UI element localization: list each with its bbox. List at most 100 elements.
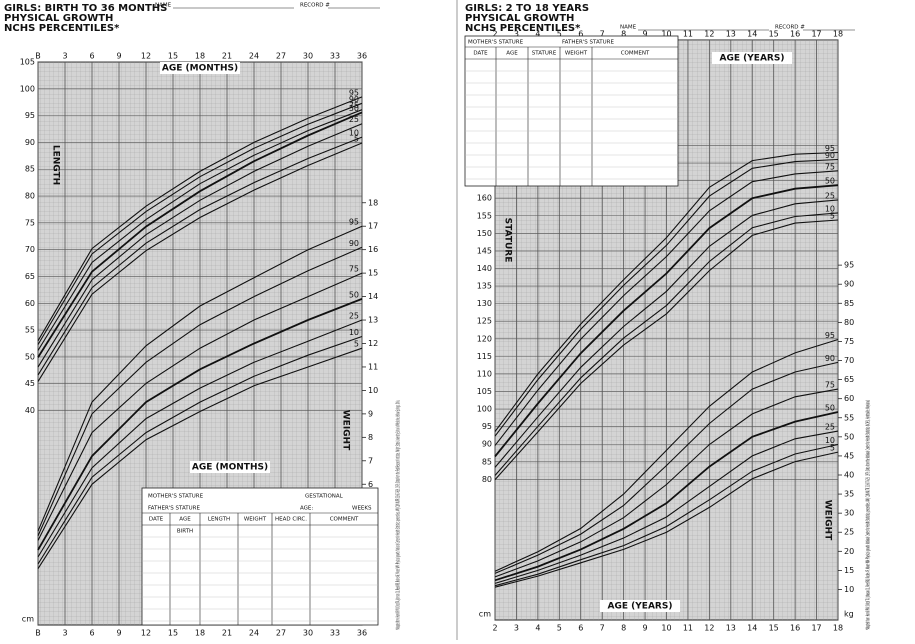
y-tick-label: 90 <box>482 440 492 449</box>
x-tick-label: 3 <box>62 629 67 638</box>
x-tick-label: 3 <box>62 52 67 61</box>
record-label: RECORD # <box>300 3 330 9</box>
curve-label: 25 <box>825 423 835 432</box>
y2-tick-label: 17 <box>368 222 378 231</box>
x-tick-label: 2 <box>492 30 497 39</box>
x-tick-label: 14 <box>747 624 757 633</box>
x-tick-label: 5 <box>557 30 562 39</box>
y-tick-label: 65 <box>25 272 35 281</box>
curve-label: 95 <box>825 144 835 153</box>
y2-tick-label: 11 <box>368 362 378 371</box>
x-tick-label: 27 <box>276 629 286 638</box>
x-tick-label: 17 <box>811 624 821 633</box>
x-tick-label: 10 <box>661 30 671 39</box>
percentile-curve <box>37 136 363 376</box>
form-field: GESTATIONAL <box>305 494 344 500</box>
y-tick-label: 105 <box>20 58 35 67</box>
y-tick-label: 105 <box>477 387 492 396</box>
y-tick-label: 115 <box>477 352 492 361</box>
percentile-curve <box>37 225 363 532</box>
percentile-curve <box>494 361 839 574</box>
y-tick-label: 100 <box>477 405 492 414</box>
percentile-curve <box>37 109 363 351</box>
form-field: AGE: <box>300 506 313 512</box>
y-unit: cm <box>479 610 491 619</box>
x-tick-label: 13 <box>726 624 736 633</box>
x-tick-label: 12 <box>141 52 151 61</box>
y-tick-label: 75 <box>25 218 35 227</box>
y-tick-label: 100 <box>20 84 35 93</box>
form-column-header: WEIGHT <box>565 51 588 57</box>
y-tick-label: 120 <box>477 334 492 343</box>
form-field: FATHER'S STATURE <box>562 40 615 46</box>
percentile-curve <box>494 170 839 446</box>
x-tick-label: 9 <box>643 30 648 39</box>
y2-tick-label: 9 <box>368 409 373 418</box>
curve-label: 75 <box>825 162 835 171</box>
x-axis-label: AGE (MONTHS) <box>192 463 268 473</box>
y-tick-label: 85 <box>482 457 492 466</box>
curve-label: 95 <box>825 331 835 340</box>
x-tick-label: 24 <box>249 52 259 61</box>
form-column-header: HEAD CIRC. <box>275 517 307 523</box>
form-column-header: LENGTH <box>208 517 230 523</box>
form-box <box>464 35 679 187</box>
y2-tick-label: 13 <box>368 316 378 325</box>
form-first-row: BIRTH <box>177 529 193 535</box>
x-tick-label: 18 <box>195 629 205 638</box>
chart-title: NCHS PERCENTILES* <box>4 23 120 34</box>
percentile-curve <box>494 451 839 588</box>
y2-tick-label: 14 <box>368 292 378 301</box>
y-tick-label: 160 <box>477 194 492 203</box>
x-tick-label: 33 <box>330 629 340 638</box>
curve-label: 10 <box>825 204 835 213</box>
curve-label: 5 <box>830 444 835 453</box>
y-axis-label: LENGTH <box>51 145 61 185</box>
form-column-header: COMMENT <box>330 517 359 523</box>
y-tick-label: 45 <box>25 379 35 388</box>
curve-label: 10 <box>349 328 359 337</box>
footnote: *Adapted from: Hamill PVV, Drizd TA, Joh… <box>396 400 402 630</box>
axis-label-bg <box>600 600 680 612</box>
x-tick-label: 13 <box>726 30 736 39</box>
y2-tick-label: 16 <box>368 245 378 254</box>
x-axis-label: AGE (YEARS) <box>608 602 673 612</box>
percentile-curve <box>37 96 363 342</box>
percentile-curve <box>494 430 839 584</box>
record-label: RECORD # <box>775 25 805 31</box>
x-tick-label: 15 <box>769 624 779 633</box>
x-axis-label: AGE (YEARS) <box>720 54 785 64</box>
percentile-curve <box>494 199 839 468</box>
y2-tick-label: 75 <box>844 337 854 346</box>
x-tick-label: 12 <box>141 629 151 638</box>
y-tick-label: 130 <box>477 299 492 308</box>
percentile-curve <box>494 338 839 572</box>
curve-label: 90 <box>349 239 359 248</box>
x-tick-label: 7 <box>600 30 605 39</box>
axis-label-bg <box>160 62 240 74</box>
percentile-curve <box>37 298 363 551</box>
y2-axis-label: WEIGHT <box>823 500 833 541</box>
form-column-header: DATE <box>149 517 164 523</box>
axis-label-bg <box>190 461 270 473</box>
curve-label: 90 <box>349 95 359 104</box>
y2-unit: kg <box>844 610 854 619</box>
x-tick-label: B <box>35 629 41 638</box>
x-tick-label: 30 <box>303 52 313 61</box>
x-tick-label: 16 <box>790 624 800 633</box>
curve-label: 95 <box>349 88 359 97</box>
form-field: MOTHER'S STATURE <box>148 494 204 500</box>
curve-label: 25 <box>825 191 835 200</box>
form-column-header: AGE <box>506 51 518 57</box>
x-tick-label: 8 <box>621 624 626 633</box>
percentile-curve <box>37 347 363 569</box>
x-tick-label: 5 <box>557 624 562 633</box>
y-tick-label: 110 <box>477 369 492 378</box>
y2-tick-label: 8 <box>368 433 373 442</box>
curve-label: 5 <box>354 340 359 349</box>
y2-tick-label: 95 <box>844 261 854 270</box>
x-tick-label: 4 <box>535 30 540 39</box>
y2-tick-label: 45 <box>844 451 854 460</box>
x-tick-label: 2 <box>492 624 497 633</box>
